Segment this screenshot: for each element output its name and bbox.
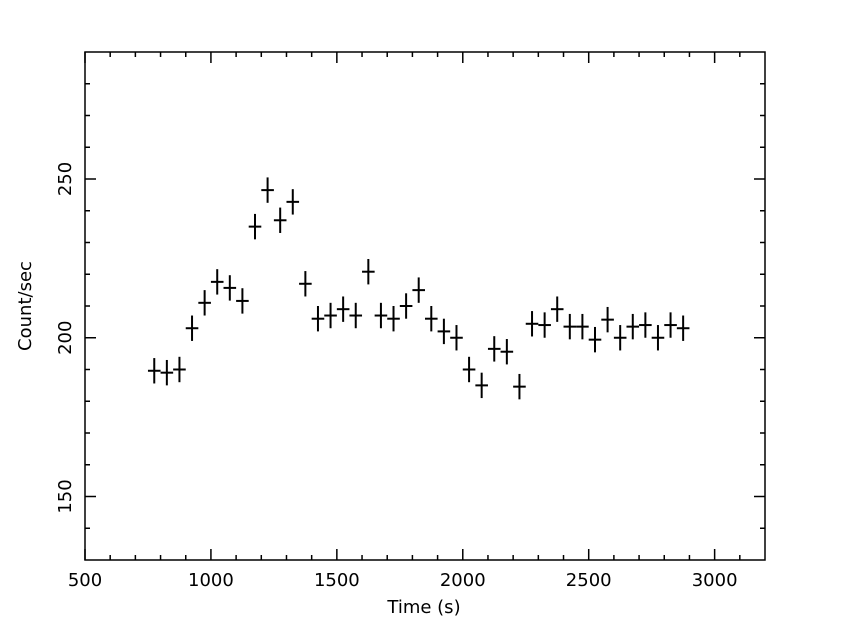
x-axis-label: Time (s) (386, 597, 460, 618)
y-tick-label: 200 (55, 321, 76, 355)
x-tick-label: 500 (68, 570, 102, 591)
x-tick-label: 2500 (566, 570, 612, 591)
x-tick-label: 3000 (692, 570, 738, 591)
plot-frame (84, 51, 766, 561)
y-axis-label: Count/sec (15, 261, 36, 351)
x-tick-label: 2000 (440, 570, 486, 591)
x-tick-label: 1000 (188, 570, 234, 591)
x-tick-label: 1500 (314, 570, 360, 591)
y-tick-label: 250 (55, 162, 76, 196)
y-tick-label: 150 (55, 479, 76, 513)
